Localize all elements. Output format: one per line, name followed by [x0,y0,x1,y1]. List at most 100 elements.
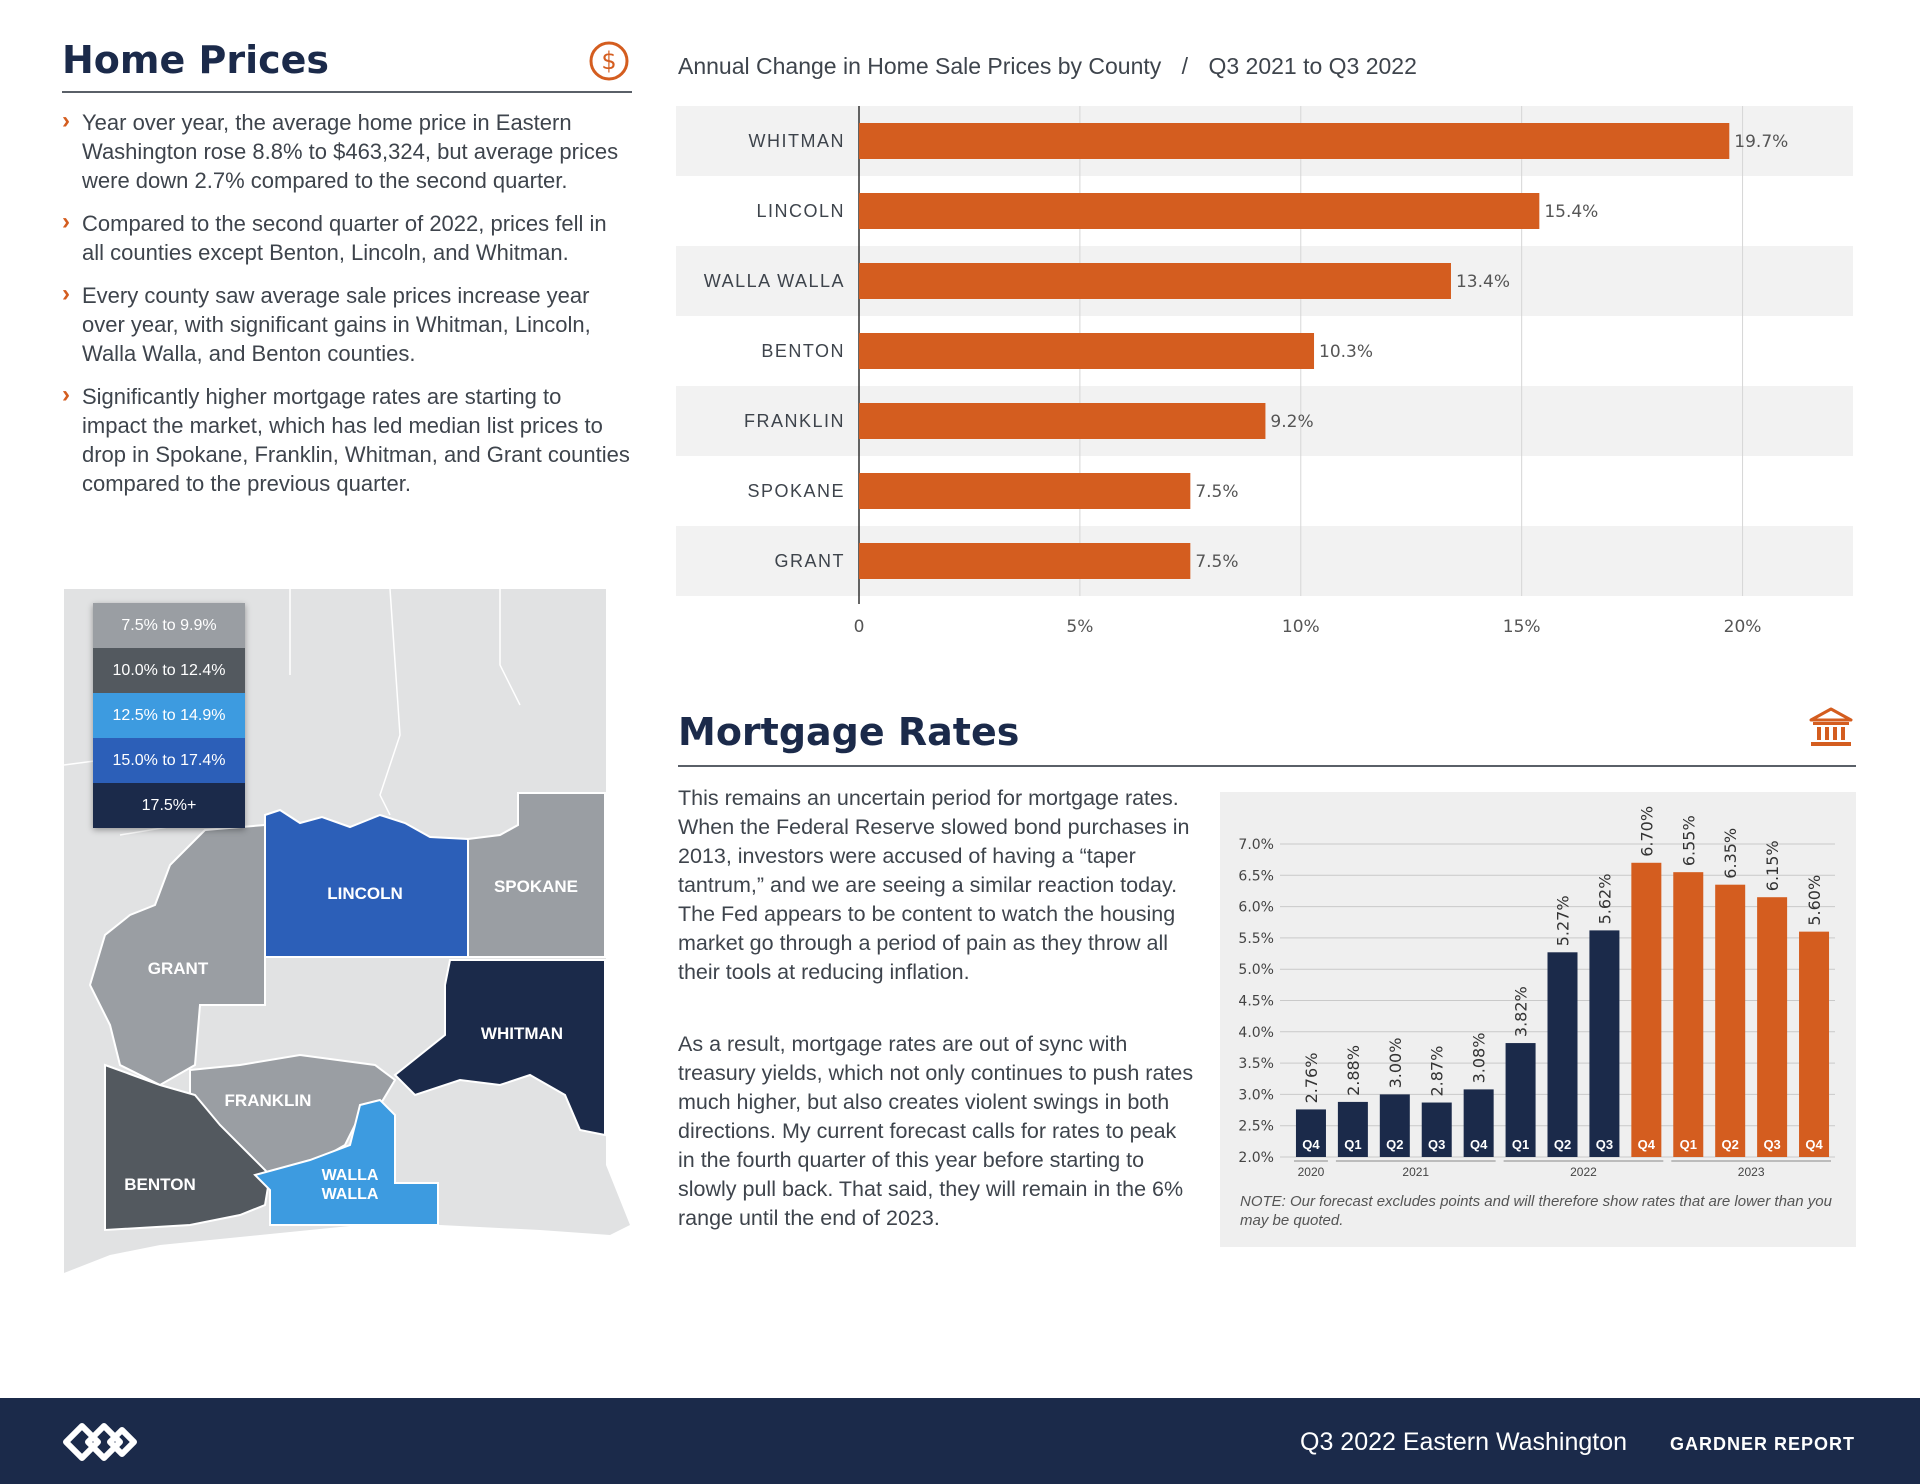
bar [859,193,1540,229]
bar [1295,1109,1326,1157]
data-label: 3.00% [1386,1038,1405,1089]
legend-item: 12.5% to 14.9% [93,693,245,738]
label-whitman: WHITMAN [481,1024,563,1043]
svg-text:$: $ [601,47,616,75]
bar [1589,930,1620,1157]
data-label: 5.60% [1805,875,1824,926]
bar [1715,884,1746,1157]
bar [1757,897,1788,1157]
mortgage-rule [678,765,1856,767]
bar [859,473,1191,509]
footer: Q3 2022 Eastern Washington GARDNER REPOR… [0,1398,1920,1484]
county-chart-title: Annual Change in Home Sale Prices by Cou… [678,53,1417,80]
data-label: 10.3% [1319,342,1373,362]
legend-item: 17.5%+ [93,783,245,828]
data-label: 19.7% [1734,132,1788,152]
bullet-item: Compared to the second quarter of 2022, … [62,207,632,267]
chart-title-text: Annual Change in Home Sale Prices by Cou… [678,53,1162,79]
bank-building-icon [1809,707,1853,746]
x-tick-label: 5% [1066,617,1093,637]
data-label: 2.87% [1428,1046,1447,1097]
x-tick-label: 20% [1724,617,1762,637]
data-label: 13.4% [1456,272,1510,292]
bar [859,263,1451,299]
mortgage-chart-panel [1220,792,1856,1247]
label-spokane: SPOKANE [494,877,578,896]
quarter-label: Q1 [1344,1137,1361,1152]
mortgage-rate-chart: 2.0% 2.5% 3.0% 3.5% 4.0% 4.5% 5.0% 5.5% 6.0% 6.5%… [1238,806,1835,1179]
quarter-label: Q1 [1512,1137,1529,1152]
bar [1505,1043,1536,1157]
quarter-label: Q3 [1763,1137,1780,1152]
bar [1799,931,1830,1157]
category-label: WALLA WALLA [704,271,845,291]
quarter-label: Q4 [1805,1137,1823,1152]
dollar-circle-icon: $ [589,41,629,81]
mortgage-title: Mortgage Rates [678,710,1020,754]
spokane-county [467,792,606,958]
data-label: 7.5% [1195,482,1238,502]
quarter-label: Q4 [1302,1137,1320,1152]
mortgage-paragraph-1: This remains an uncertain period for mor… [678,786,1190,984]
year-label: 2020 [1298,1165,1325,1179]
bar [1463,1089,1494,1157]
data-label: 15.4% [1544,202,1598,222]
label-franklin: FRANKLIN [225,1091,312,1110]
bar [1379,1094,1410,1157]
legend-item: 7.5% to 9.9% [93,603,245,648]
walla-walla-county [253,1098,439,1226]
footer-brand: GARDNER REPORT [1670,1434,1856,1454]
county-bar-chart: WHITMAN 19.7% LINCOLN 15.4% WALLA WALLA 13.4%… [676,106,1853,637]
bullet-item: Every county saw average sale prices inc… [62,279,632,368]
label-benton: BENTON [124,1175,195,1194]
bullet-item: Year over year, the average home price i… [62,106,632,195]
y-tick-label: 6.0% [1238,900,1274,916]
legend-item: 10.0% to 12.4% [93,648,245,693]
year-label: 2023 [1738,1165,1765,1179]
label-walla-1: WALLA [322,1167,379,1184]
data-label: 6.35% [1721,828,1740,879]
legend-item: 15.0% to 17.4% [93,738,245,783]
data-label: 5.27% [1554,895,1573,946]
quarter-label: Q2 [1386,1137,1403,1152]
windermere-logo-icon [63,1423,137,1461]
data-label: 5.62% [1595,874,1614,925]
y-tick-label: 3.5% [1238,1056,1274,1072]
year-label: 2021 [1402,1165,1429,1179]
forecast-note: NOTE: Our forecast excludes points and w… [1240,1193,1832,1229]
quarter-label: Q2 [1722,1137,1739,1152]
data-label: 3.82% [1512,986,1531,1037]
category-label: BENTON [761,341,845,361]
bar [1547,952,1578,1157]
home-prices-rule [62,91,632,93]
y-tick-label: 4.0% [1238,1025,1274,1041]
data-label: 2.76% [1302,1053,1321,1104]
y-tick-label: 2.5% [1238,1119,1274,1135]
quarter-label: Q4 [1470,1137,1488,1152]
category-label: WHITMAN [749,131,845,151]
data-label: 7.5% [1195,552,1238,572]
bar [1337,1101,1368,1157]
grant-county [88,823,266,1087]
y-tick-label: 7.0% [1238,837,1274,853]
y-tick-label: 6.5% [1238,868,1274,884]
bar [1673,872,1704,1157]
category-label: SPOKANE [747,481,845,501]
quarter-label: Q3 [1428,1137,1445,1152]
quarter-label: Q3 [1596,1137,1613,1152]
bar [859,403,1266,439]
quarter-label: Q4 [1638,1137,1656,1152]
y-tick-label: 5.0% [1238,962,1274,978]
data-label: 3.08% [1470,1033,1489,1084]
home-prices-title: Home Prices [62,38,330,82]
chart-title-separator: / [1181,53,1189,79]
bullet-item: Significantly higher mortgage rates are … [62,380,632,498]
bar [1631,862,1662,1157]
data-label: 6.55% [1679,815,1698,866]
y-tick-label: 3.0% [1238,1087,1274,1103]
category-label: FRANKLIN [744,411,845,431]
home-prices-bullets: Year over year, the average home price i… [62,106,632,512]
x-tick-label: 10% [1282,617,1320,637]
y-tick-label: 2.0% [1238,1150,1274,1166]
label-walla-2: WALLA [322,1186,379,1203]
